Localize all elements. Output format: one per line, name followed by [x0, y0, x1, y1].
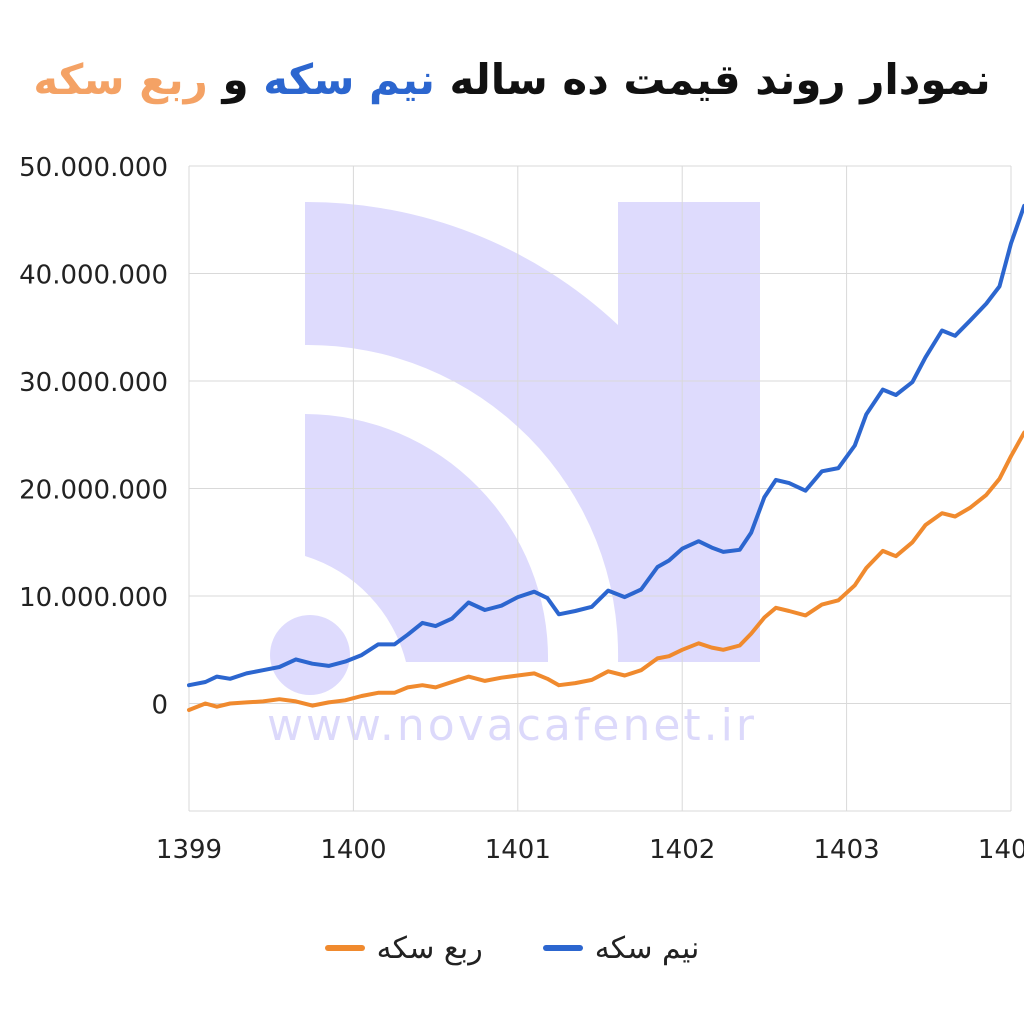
- series: [187, 203, 1024, 712]
- chart-title: نمودار روند قیمت ده ساله نیم سکه و ربع س…: [0, 40, 1024, 120]
- series-line-nim-sekeh: [187, 203, 1024, 688]
- x-tick-label: 1399: [156, 835, 222, 865]
- y-tick-label: 20.000.000: [19, 476, 168, 506]
- legend: ربع سکه نیم سکه: [0, 920, 1024, 976]
- x-tick-label: 1404: [978, 835, 1024, 865]
- y-tick-label: 50.000.000: [19, 153, 168, 183]
- legend-item-rob-sekeh: ربع سکه: [324, 930, 483, 966]
- y-tick-label: 10.000.000: [19, 583, 168, 613]
- y-tick-label: 40.000.000: [19, 261, 168, 291]
- x-tick-label: 1400: [320, 835, 386, 865]
- title-text-and: و: [207, 55, 264, 104]
- x-tick-label: 1403: [814, 835, 880, 865]
- watermark-logo: [270, 201, 760, 695]
- title-text-main: نمودار روند قیمت ده ساله: [434, 55, 991, 104]
- y-tick-label: 0: [151, 691, 168, 721]
- y-tick-label: 30.000.000: [19, 368, 168, 398]
- legend-swatch-nim-sekeh: [542, 945, 583, 951]
- title-text-nim-sekeh: نیم سکه: [263, 55, 435, 104]
- x-tick-label: 1401: [485, 835, 551, 865]
- series-line-rob-sekeh: [187, 430, 1024, 712]
- watermark-text: www.novacafenet.ir: [267, 700, 757, 751]
- legend-label-nim-sekeh: نیم سکه: [594, 930, 700, 966]
- legend-swatch-rob-sekeh: [324, 945, 365, 951]
- x-tick-label: 1402: [649, 835, 715, 865]
- title-text-rob-sekeh: ربع سکه: [33, 55, 208, 104]
- legend-item-nim-sekeh: نیم سکه: [542, 930, 700, 966]
- legend-label-rob-sekeh: ربع سکه: [376, 930, 483, 966]
- axes: 50.000.000 40.000.000 30.000.000 20.000.000…: [19, 153, 1024, 865]
